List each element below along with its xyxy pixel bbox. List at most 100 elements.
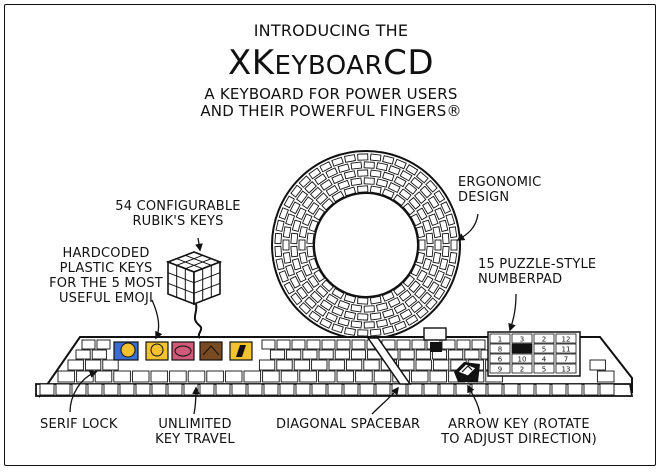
ring-key[interactable]: [343, 293, 357, 304]
ring-key[interactable]: [432, 251, 442, 264]
ring-key[interactable]: [387, 296, 401, 308]
ring-key[interactable]: [434, 269, 445, 283]
ring-key[interactable]: [331, 156, 344, 167]
ring-key[interactable]: [357, 169, 369, 177]
ring-key[interactable]: [369, 328, 382, 337]
ring-key[interactable]: [425, 297, 438, 311]
keyboard-key[interactable]: [317, 370, 336, 383]
keyboard-key[interactable]: [280, 370, 299, 383]
ring-key[interactable]: [283, 195, 295, 209]
keyboard-key[interactable]: [415, 359, 432, 371]
keyboard-key[interactable]: [258, 359, 276, 371]
ring-key[interactable]: [337, 179, 351, 191]
ring-key[interactable]: [319, 179, 333, 191]
ring-key[interactable]: [357, 185, 369, 193]
ring-key[interactable]: [381, 291, 395, 302]
ring-key[interactable]: [325, 184, 339, 197]
keyboard-key[interactable]: [91, 349, 107, 360]
ring-key[interactable]: [350, 177, 363, 186]
ring-key[interactable]: [307, 275, 320, 289]
ring-key[interactable]: [306, 245, 315, 258]
ring-key[interactable]: [321, 279, 334, 292]
ring-key[interactable]: [337, 163, 350, 173]
ring-key[interactable]: [296, 286, 309, 300]
ring-key[interactable]: [440, 201, 452, 215]
ring-key[interactable]: [425, 232, 434, 245]
keyboard-key-front[interactable]: [407, 383, 423, 396]
ring-key[interactable]: [404, 295, 418, 308]
keyboard-key[interactable]: [291, 339, 306, 350]
ring-key[interactable]: [369, 153, 382, 162]
keyboard-key[interactable]: [75, 349, 91, 360]
numberpad-key[interactable]: [489, 333, 511, 344]
ring-key[interactable]: [425, 245, 434, 258]
keyboard-key[interactable]: [169, 370, 187, 383]
keyboard-key[interactable]: [102, 359, 119, 371]
ring-key[interactable]: [278, 270, 289, 283]
ring-key[interactable]: [404, 182, 418, 195]
ring-key[interactable]: [295, 269, 307, 283]
keyboard-key-front[interactable]: [71, 383, 87, 396]
ring-key[interactable]: [439, 219, 449, 232]
keyboard-key-front[interactable]: [423, 383, 439, 396]
ring-key[interactable]: [343, 310, 357, 320]
keyboard-key-front[interactable]: [311, 383, 327, 396]
arrow-key[interactable]: [454, 362, 480, 382]
numberpad-key[interactable]: [533, 353, 555, 364]
ring-key[interactable]: [325, 293, 339, 306]
keyboard-key[interactable]: [334, 349, 350, 360]
ring-key[interactable]: [357, 313, 369, 321]
keyboard-key[interactable]: [471, 339, 486, 350]
keyboard-key[interactable]: [306, 339, 321, 350]
ring-key[interactable]: [331, 287, 345, 300]
keyboard-key-front[interactable]: [503, 383, 519, 396]
keyboard-key-front[interactable]: [263, 383, 279, 396]
ring-key[interactable]: [282, 226, 292, 239]
keyboard-key-front[interactable]: [55, 383, 71, 396]
keyboard-key[interactable]: [262, 370, 280, 383]
ring-key[interactable]: [393, 283, 406, 296]
ring-key[interactable]: [296, 190, 309, 204]
ring-key[interactable]: [313, 207, 326, 221]
keyboard-key[interactable]: [411, 339, 426, 350]
ring-key[interactable]: [410, 263, 422, 277]
keyboard-key-front[interactable]: [519, 383, 535, 396]
numberpad-key[interactable]: [511, 353, 533, 364]
ring-key[interactable]: [283, 281, 295, 295]
ring-key[interactable]: [343, 186, 357, 197]
ring-key[interactable]: [434, 239, 442, 251]
ring-key[interactable]: [314, 304, 327, 317]
keyboard-key[interactable]: [321, 339, 336, 350]
ring-key[interactable]: [298, 175, 312, 188]
ring-key[interactable]: [274, 232, 283, 245]
ring-key[interactable]: [357, 297, 369, 305]
keyboard-key-front[interactable]: [535, 383, 551, 396]
keyboard-key-front[interactable]: [87, 383, 103, 396]
keyboard-key-front[interactable]: [199, 383, 215, 396]
ring-key[interactable]: [410, 176, 423, 190]
ring-key[interactable]: [425, 179, 438, 193]
ring-key[interactable]: [298, 251, 308, 264]
ring-key[interactable]: [399, 308, 413, 320]
keyboard-key[interactable]: [336, 339, 351, 350]
numberpad-key[interactable]: [489, 353, 511, 364]
keyboard-key[interactable]: [345, 359, 363, 371]
ring-key[interactable]: [275, 219, 285, 232]
ring-key[interactable]: [441, 232, 450, 245]
keyboard-key[interactable]: [355, 370, 373, 383]
keyboard-key[interactable]: [448, 349, 464, 360]
ring-key[interactable]: [450, 239, 458, 251]
ring-key[interactable]: [308, 310, 322, 323]
keyboard-key[interactable]: [84, 359, 102, 371]
ring-key[interactable]: [369, 312, 382, 321]
keyboard-key[interactable]: [336, 370, 355, 383]
keyboard-key-front[interactable]: [471, 383, 487, 396]
ring-key[interactable]: [414, 191, 427, 205]
ring-key[interactable]: [382, 325, 395, 335]
ring-key[interactable]: [309, 186, 323, 200]
ring-key[interactable]: [422, 219, 432, 233]
ring-key[interactable]: [290, 292, 303, 306]
ring-key[interactable]: [315, 285, 329, 298]
ring-key[interactable]: [434, 207, 445, 221]
ring-key[interactable]: [418, 239, 426, 251]
